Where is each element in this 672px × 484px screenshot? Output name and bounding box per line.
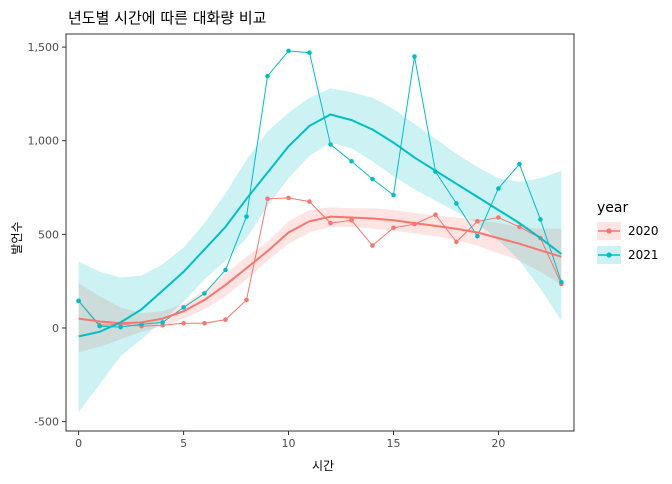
point-2020-11 [307, 199, 312, 204]
point-2021-5 [181, 305, 186, 310]
point-2020-18 [454, 239, 459, 245]
point-2021-0 [76, 298, 81, 304]
point-2021-13 [349, 159, 354, 164]
trend-line-2020 [78, 215, 562, 325]
x-tick-label: 20 [491, 437, 505, 450]
point-2020-17 [433, 212, 438, 217]
point-2021-14 [370, 176, 375, 182]
point-2021-8 [244, 214, 249, 219]
point-2021-12 [328, 142, 333, 147]
point-2021-20 [496, 186, 501, 191]
point-2020-20 [496, 215, 501, 220]
point-2020-12 [328, 220, 333, 226]
point-2021-4 [160, 320, 165, 325]
plot-area: -500 0 500 1,000 1,500 0 10 15 20 5 [28, 33, 575, 450]
trend-line-2021 [78, 113, 563, 338]
point-2021-16 [412, 54, 417, 59]
point-2021-2 [118, 324, 123, 330]
point-2021-7 [223, 267, 228, 273]
x-tick-label: 15 [387, 437, 401, 450]
point-2021-9 [265, 73, 270, 79]
legend-title: year [597, 200, 628, 216]
point-2020-13 [349, 218, 354, 223]
x-tick-label: 0 [75, 437, 82, 450]
legend: year 2020 2021 [597, 200, 659, 264]
line-2021 [78, 50, 562, 328]
point-2020-21 [517, 224, 522, 230]
y-axis-label: 발언수 [10, 221, 24, 254]
panel-border [65, 33, 575, 432]
point-2020-9 [265, 196, 270, 202]
point-2021-1 [97, 323, 102, 329]
point-2020-14 [370, 243, 375, 248]
point-2020-8 [244, 297, 249, 303]
point-2021-10 [286, 48, 291, 54]
legend-point-2020 [606, 228, 612, 234]
point-2021-22 [538, 217, 543, 222]
point-2020-5 [181, 321, 186, 326]
point-2020-19 [475, 219, 480, 224]
line-2020 [78, 197, 562, 327]
y-tick-label: 1,500 [28, 41, 60, 54]
x-axis-label: 시간 [312, 459, 334, 473]
point-2021-23 [559, 279, 564, 285]
point-2021-11 [307, 50, 312, 55]
point-2020-7 [223, 317, 228, 322]
point-2021-18 [454, 201, 459, 206]
point-2021-19 [475, 233, 480, 239]
chart-title: 년도별 시간에 따른 대화량 비교 [68, 9, 266, 27]
point-2021-15 [391, 192, 396, 198]
x-tick-label: 10 [282, 437, 296, 450]
point-2021-6 [202, 291, 207, 296]
point-2021-21 [517, 161, 522, 167]
y-tick-label: -500 [34, 416, 59, 429]
legend-label-2020: 2020 [628, 224, 659, 238]
ribbon-2021 [78, 88, 562, 413]
point-2020-15 [391, 225, 396, 231]
point-2020-10 [286, 195, 291, 201]
legend-point-2021 [606, 252, 612, 258]
x-tick-label: 5 [180, 437, 187, 450]
y-tick-label: 0 [52, 322, 59, 335]
y-tick-label: 500 [38, 228, 59, 241]
y-tick-label: 1,000 [28, 135, 60, 148]
legend-label-2021: 2021 [628, 248, 659, 262]
point-2020-6 [202, 321, 207, 326]
